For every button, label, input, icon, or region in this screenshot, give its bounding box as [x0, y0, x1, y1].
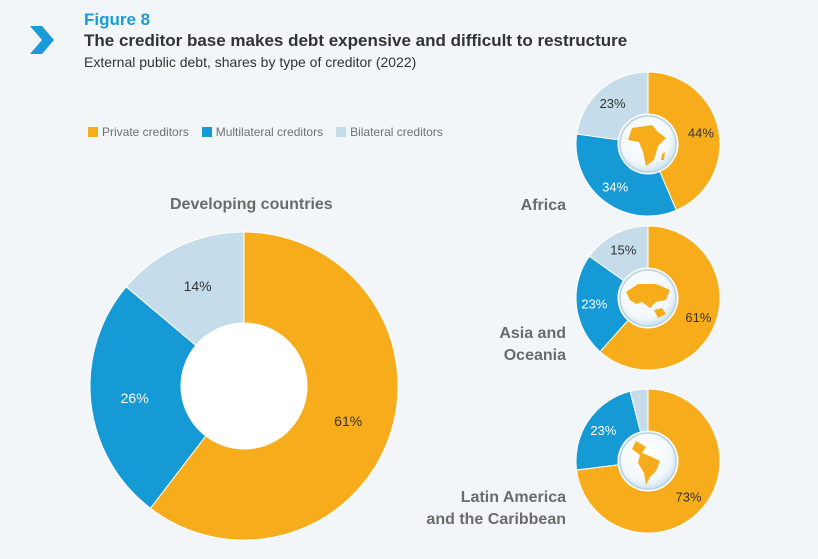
slice-label-asia-oceania-private: 61% [685, 310, 711, 325]
latam-land-shape-0 [632, 441, 660, 485]
legend-label-bilateral: Bilateral creditors [350, 125, 443, 139]
chart-title-asia-line1: Asia and [499, 325, 566, 342]
slice-label-latin-america-private: 73% [675, 489, 701, 504]
slice-latin-america-private [576, 388, 721, 534]
slice-label-developing-private: 61% [334, 413, 362, 429]
legend-swatch-multilateral [201, 127, 212, 137]
donut-hole-developing [181, 323, 307, 449]
slice-label-asia-oceania-bilateral: 15% [610, 243, 636, 258]
chart-title-latin-america: Latin America and the Caribbean [426, 487, 566, 531]
slice-label-africa-multilateral: 34% [602, 179, 628, 194]
slice-label-asia-oceania-multilateral: 23% [581, 297, 607, 312]
legend-item-multilateral: Multilateral creditors [201, 125, 324, 139]
slice-label-developing-bilateral: 14% [184, 278, 212, 294]
slice-africa-bilateral [576, 71, 649, 141]
chart-title-developing: Developing countries [170, 196, 333, 213]
legend-label-private: Private creditors [102, 125, 189, 139]
donut-asia-oceania: 61% 23% 15% [575, 225, 721, 371]
chart-title-latam-line2: and the Caribbean [426, 511, 566, 528]
slice-label-africa-bilateral: 23% [600, 96, 626, 111]
legend-item-bilateral: Bilateral creditors [336, 125, 443, 139]
legend-swatch-bilateral [336, 127, 347, 137]
figure-label: Figure 8 [84, 10, 151, 29]
asia-land-shape-0 [626, 284, 670, 308]
donut-developing: 61% 26% 14% [89, 231, 399, 541]
legend-item-private: Private creditors [88, 125, 189, 139]
africa-land-shape-1 [661, 152, 665, 160]
slice-asia-oceania-multilateral [575, 255, 629, 353]
slice-label-developing-multilateral: 26% [121, 390, 149, 406]
africa-land-shape-0 [628, 125, 666, 166]
latam-globe-icon [619, 432, 677, 490]
chevron-right-icon [30, 26, 54, 54]
donut-africa: 44% 34% 23% [575, 71, 721, 217]
legend: Private creditors Multilateral creditors… [88, 125, 443, 139]
legend-label-multilateral: Multilateral creditors [215, 125, 324, 139]
slice-asia-oceania-private [599, 225, 721, 371]
chart-title-latam-line1: Latin America [460, 489, 566, 506]
chart-title-africa: Africa [520, 197, 566, 214]
asia-land-shape-1 [654, 308, 666, 318]
slice-label-latin-america-multilateral: 23% [590, 423, 616, 438]
slice-label-africa-private: 44% [688, 126, 714, 141]
legend-swatch-private [88, 127, 98, 137]
slice-africa-private [647, 71, 721, 211]
africa-globe-icon [619, 115, 677, 173]
chart-title-asia-line2: Oceania [503, 347, 566, 364]
chart-title-asia-oceania: Asia and Oceania [499, 323, 566, 367]
slice-latin-america-bilateral [629, 388, 649, 433]
asia-globe-icon [619, 269, 677, 327]
slice-africa-multilateral [575, 133, 677, 217]
slice-latin-america-multilateral [575, 390, 642, 471]
figure-subtitle: External public debt, shares by type of … [84, 54, 417, 70]
slice-asia-oceania-bilateral [588, 225, 649, 282]
figure-title: The creditor base makes debt expensive a… [84, 31, 628, 50]
donut-latin-america: 73% 23% [575, 388, 721, 534]
